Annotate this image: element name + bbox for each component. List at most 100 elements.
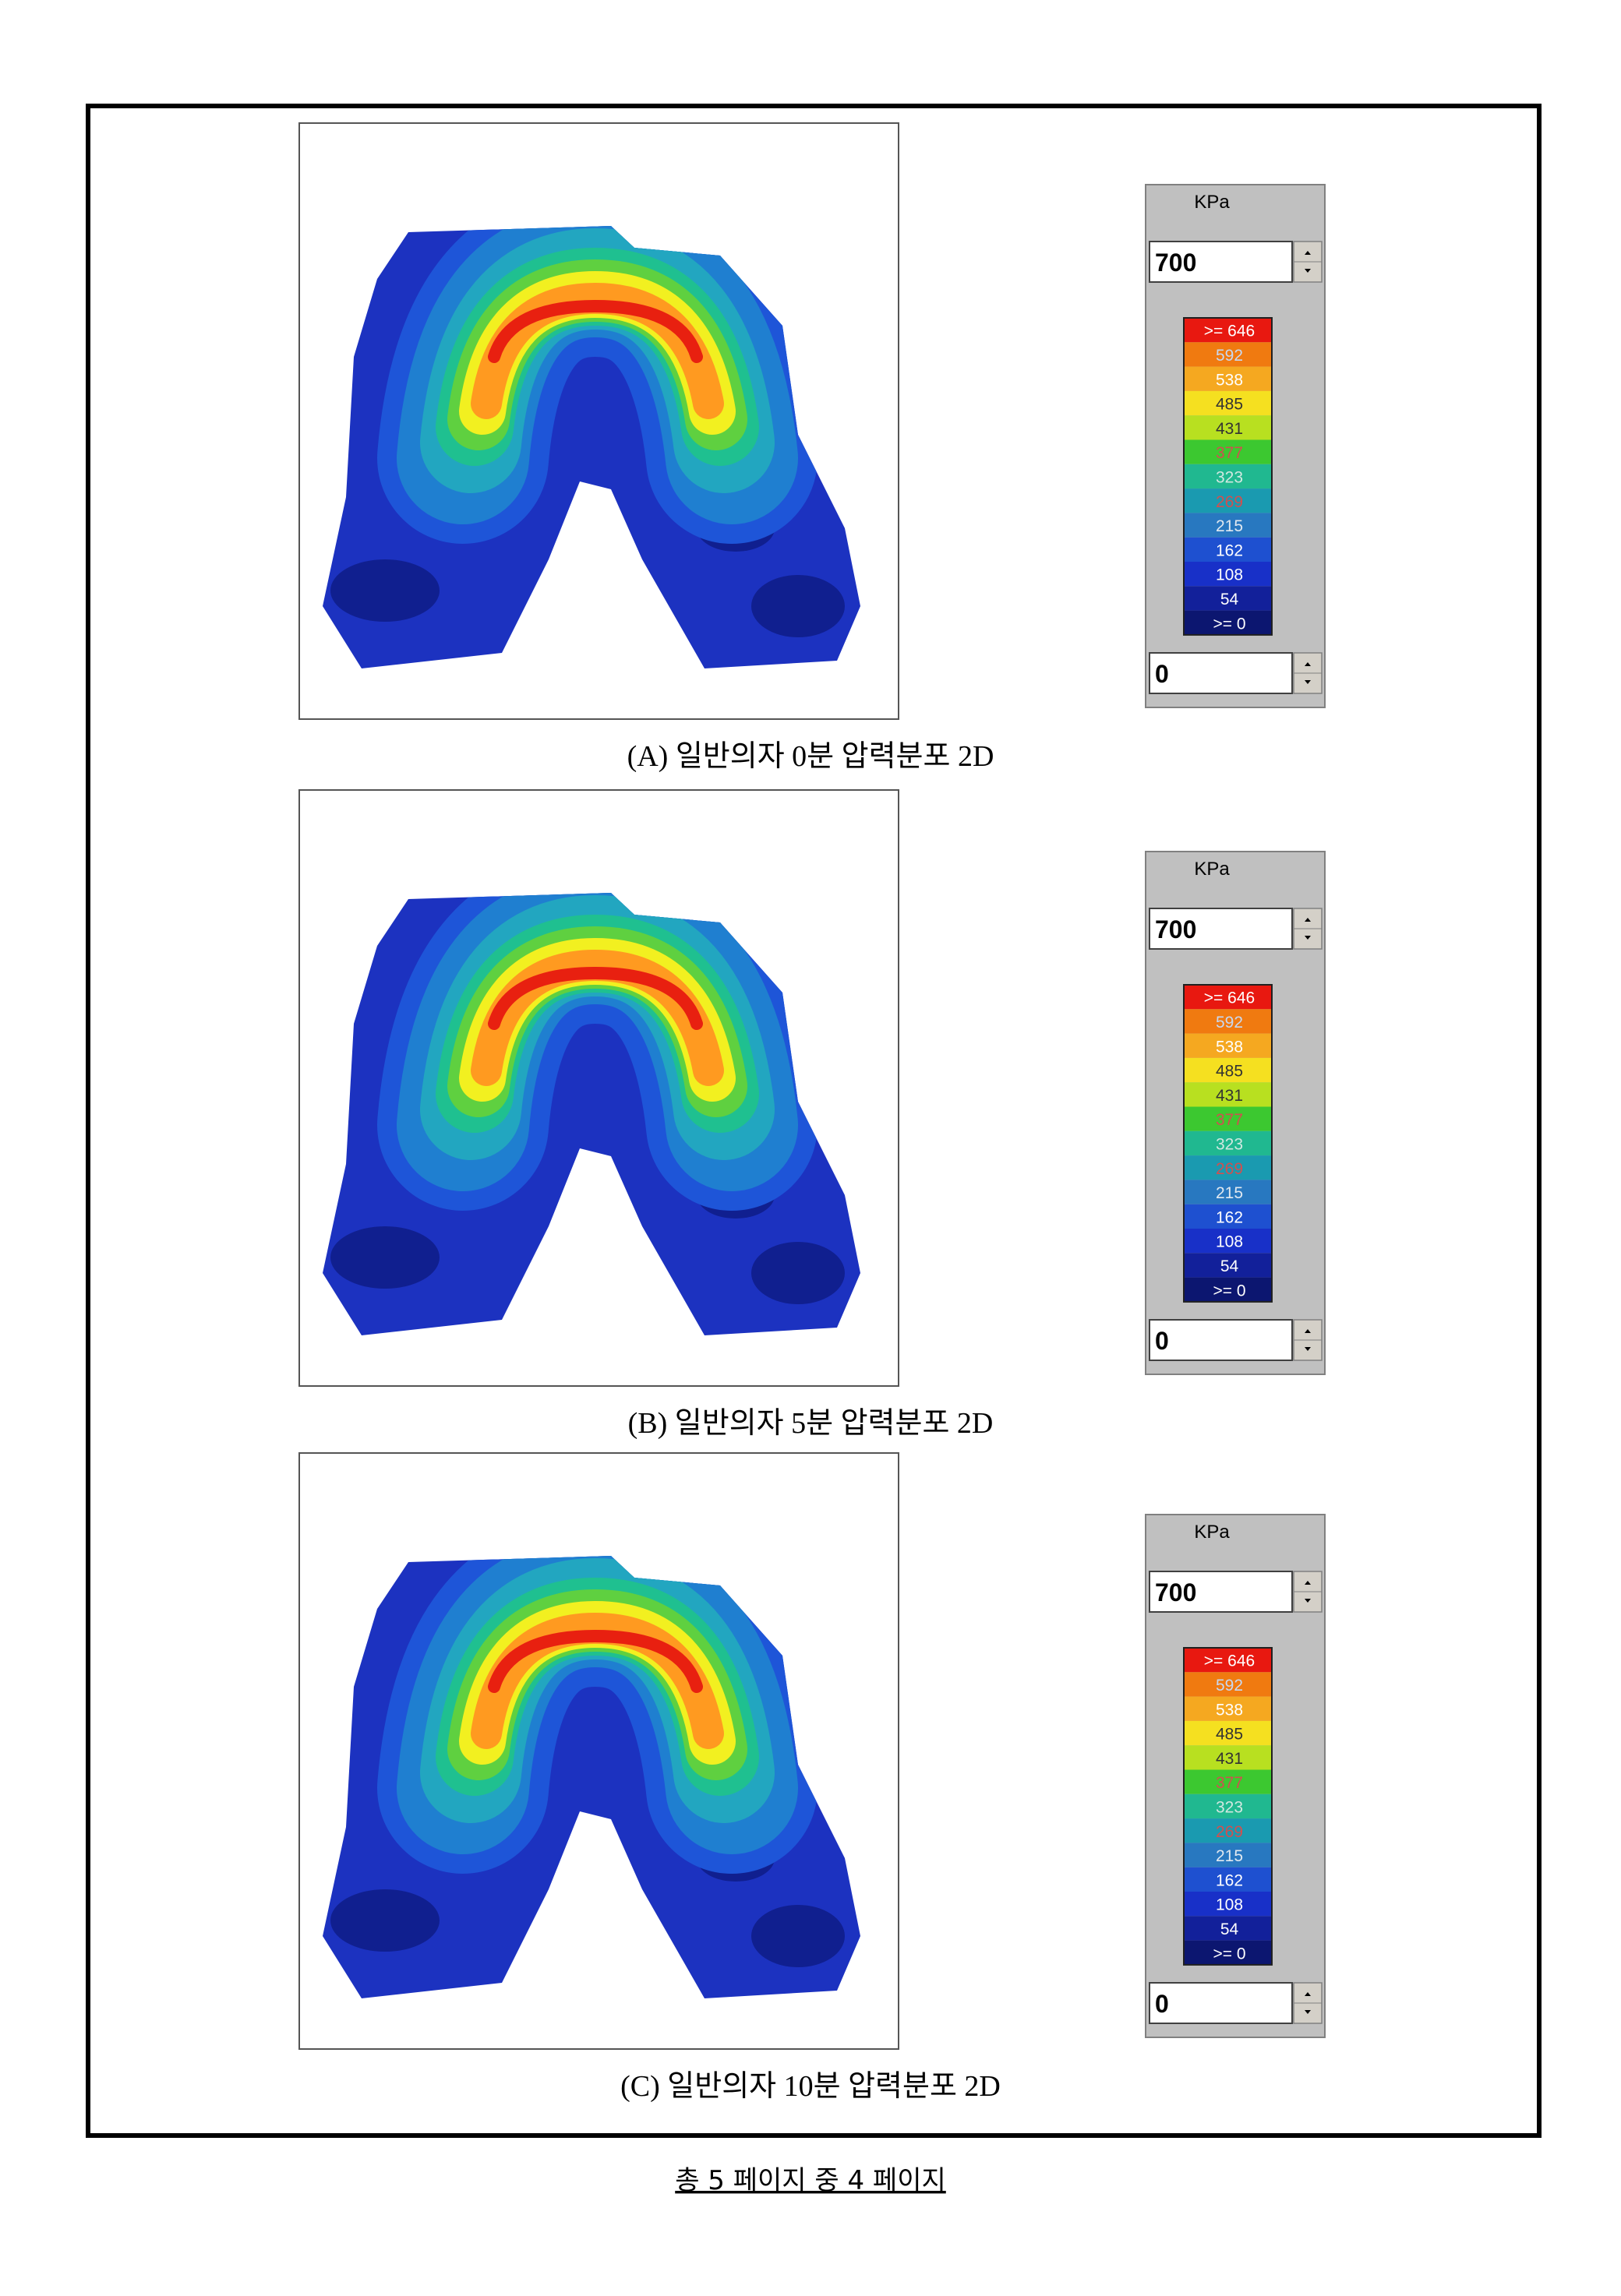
legend-cell bbox=[1184, 488, 1272, 513]
spinner-up bbox=[1305, 662, 1311, 666]
legend-level: 54 bbox=[1220, 1257, 1239, 1275]
legend-cell bbox=[1184, 464, 1272, 489]
legend-level: 108 bbox=[1216, 1233, 1243, 1251]
legend-level: 54 bbox=[1220, 1920, 1239, 1938]
legend-cell bbox=[1184, 390, 1272, 416]
legend-level: 323 bbox=[1216, 1798, 1243, 1816]
legend-cell bbox=[1184, 1867, 1272, 1892]
legend-cell bbox=[1184, 415, 1272, 440]
spinner-up bbox=[1305, 1329, 1311, 1333]
legend-level: 269 bbox=[1216, 493, 1243, 511]
spinner-up bbox=[1305, 918, 1311, 922]
legend-cell bbox=[1184, 1793, 1272, 1819]
legend-cell bbox=[1184, 1009, 1272, 1034]
legend-level: 431 bbox=[1216, 1087, 1243, 1105]
legend-cell bbox=[1184, 366, 1272, 391]
legend-level: 108 bbox=[1216, 566, 1243, 584]
min-input-box bbox=[1149, 652, 1293, 694]
legend-level: >= 646 bbox=[1204, 989, 1255, 1007]
legend-cell bbox=[1184, 1082, 1272, 1107]
legend-cell bbox=[1184, 1648, 1272, 1673]
legend-level: 162 bbox=[1216, 1871, 1243, 1889]
legend-level: 215 bbox=[1216, 517, 1243, 535]
legend-cell bbox=[1184, 1720, 1272, 1746]
spinner-down bbox=[1305, 2010, 1311, 2014]
legend-level: 485 bbox=[1216, 1726, 1243, 1744]
legend-level: 269 bbox=[1216, 1160, 1243, 1178]
spinner-up bbox=[1305, 1992, 1311, 1996]
max-input: 700 bbox=[1155, 1578, 1196, 1606]
legend-cell bbox=[1184, 1229, 1272, 1254]
max-input: 700 bbox=[1155, 915, 1196, 943]
legend-cell bbox=[1184, 439, 1272, 464]
legend-level: 162 bbox=[1216, 541, 1243, 559]
caption: (A) 일반의자 0분 압력분포 2D bbox=[627, 740, 994, 773]
legend-cell bbox=[1184, 1253, 1272, 1278]
panel: (A) 일반의자 0분 압력분포 2D KPa 700 0 >= 646 592 538 48… bbox=[298, 122, 1326, 773]
legend-level: 323 bbox=[1216, 1135, 1243, 1153]
legend-level: 538 bbox=[1216, 371, 1243, 389]
legend-level: 108 bbox=[1216, 1896, 1243, 1914]
min-input: 0 bbox=[1155, 1327, 1169, 1355]
legend: KPa 700 0 >= 646 592 538 485 431 377 323 269 215 162… bbox=[1145, 851, 1326, 1375]
legend-cell bbox=[1184, 1696, 1272, 1721]
legend-cell bbox=[1184, 1155, 1272, 1180]
legend-level: 485 bbox=[1216, 1063, 1243, 1081]
legend-level: 592 bbox=[1216, 347, 1243, 365]
spinner-down bbox=[1305, 680, 1311, 684]
legend-level: 269 bbox=[1216, 1823, 1243, 1841]
legend-level: >= 0 bbox=[1213, 1945, 1245, 1963]
max-input-box bbox=[1149, 1571, 1293, 1613]
legend-cell bbox=[1184, 1672, 1272, 1697]
max-input-box bbox=[1149, 241, 1293, 283]
legend-level: 431 bbox=[1216, 420, 1243, 438]
min-input: 0 bbox=[1155, 660, 1169, 688]
unit-label: KPa bbox=[1194, 192, 1230, 213]
legend-level: 485 bbox=[1216, 396, 1243, 414]
legend: KPa 700 0 >= 646 592 538 485 431 377 323 269 215 162… bbox=[1145, 1514, 1326, 2038]
legend-cell bbox=[1184, 1940, 1272, 1965]
min-input: 0 bbox=[1155, 1990, 1169, 2018]
legend-cell bbox=[1184, 1180, 1272, 1204]
legend-cell bbox=[1184, 1057, 1272, 1083]
legend-level: >= 646 bbox=[1204, 1652, 1255, 1670]
legend-level: 431 bbox=[1216, 1750, 1243, 1768]
legend-level: 377 bbox=[1216, 444, 1243, 462]
spinner-up bbox=[1305, 251, 1311, 255]
legend-cell bbox=[1184, 1130, 1272, 1156]
spinner-down bbox=[1305, 936, 1311, 940]
legend-level: 377 bbox=[1216, 1111, 1243, 1129]
legend-level: 538 bbox=[1216, 1038, 1243, 1056]
legend-cell bbox=[1184, 1916, 1272, 1941]
legend-cell bbox=[1184, 586, 1272, 611]
caption: (B) 일반의자 5분 압력분포 2D bbox=[628, 1407, 994, 1440]
legend-level: 323 bbox=[1216, 468, 1243, 486]
legend-level: 377 bbox=[1216, 1774, 1243, 1792]
legend-cell bbox=[1184, 1843, 1272, 1867]
legend-level: >= 0 bbox=[1213, 1282, 1245, 1300]
spinner-down bbox=[1305, 269, 1311, 273]
legend-cell bbox=[1184, 537, 1272, 562]
legend-cell bbox=[1184, 1818, 1272, 1843]
panel: (B) 일반의자 5분 압력분포 2D KPa 700 0 >= 646 592 538 48… bbox=[298, 789, 1326, 1440]
legend-cell bbox=[1184, 1745, 1272, 1770]
legend-cell bbox=[1184, 985, 1272, 1010]
legend-level: 592 bbox=[1216, 1677, 1243, 1695]
min-input-box bbox=[1149, 1982, 1293, 2024]
unit-label: KPa bbox=[1194, 1522, 1230, 1543]
legend-cell bbox=[1184, 1892, 1272, 1917]
legend-level: 162 bbox=[1216, 1208, 1243, 1226]
legend-cell bbox=[1184, 342, 1272, 367]
legend-cell bbox=[1184, 610, 1272, 635]
legend-bar-border bbox=[1183, 1647, 1273, 1966]
legend-cell bbox=[1184, 1204, 1272, 1229]
legend-level: 215 bbox=[1216, 1184, 1243, 1202]
spinner-down bbox=[1305, 1599, 1311, 1603]
spinner-up bbox=[1305, 1581, 1311, 1585]
legend-bar-border bbox=[1183, 984, 1273, 1303]
legend-level: 215 bbox=[1216, 1847, 1243, 1865]
legend-level: 538 bbox=[1216, 1701, 1243, 1719]
legend-cell bbox=[1184, 513, 1272, 538]
panel: (C) 일반의자 10분 압력분포 2D KPa 700 0 >= 646 592 538 4… bbox=[298, 1452, 1326, 2103]
